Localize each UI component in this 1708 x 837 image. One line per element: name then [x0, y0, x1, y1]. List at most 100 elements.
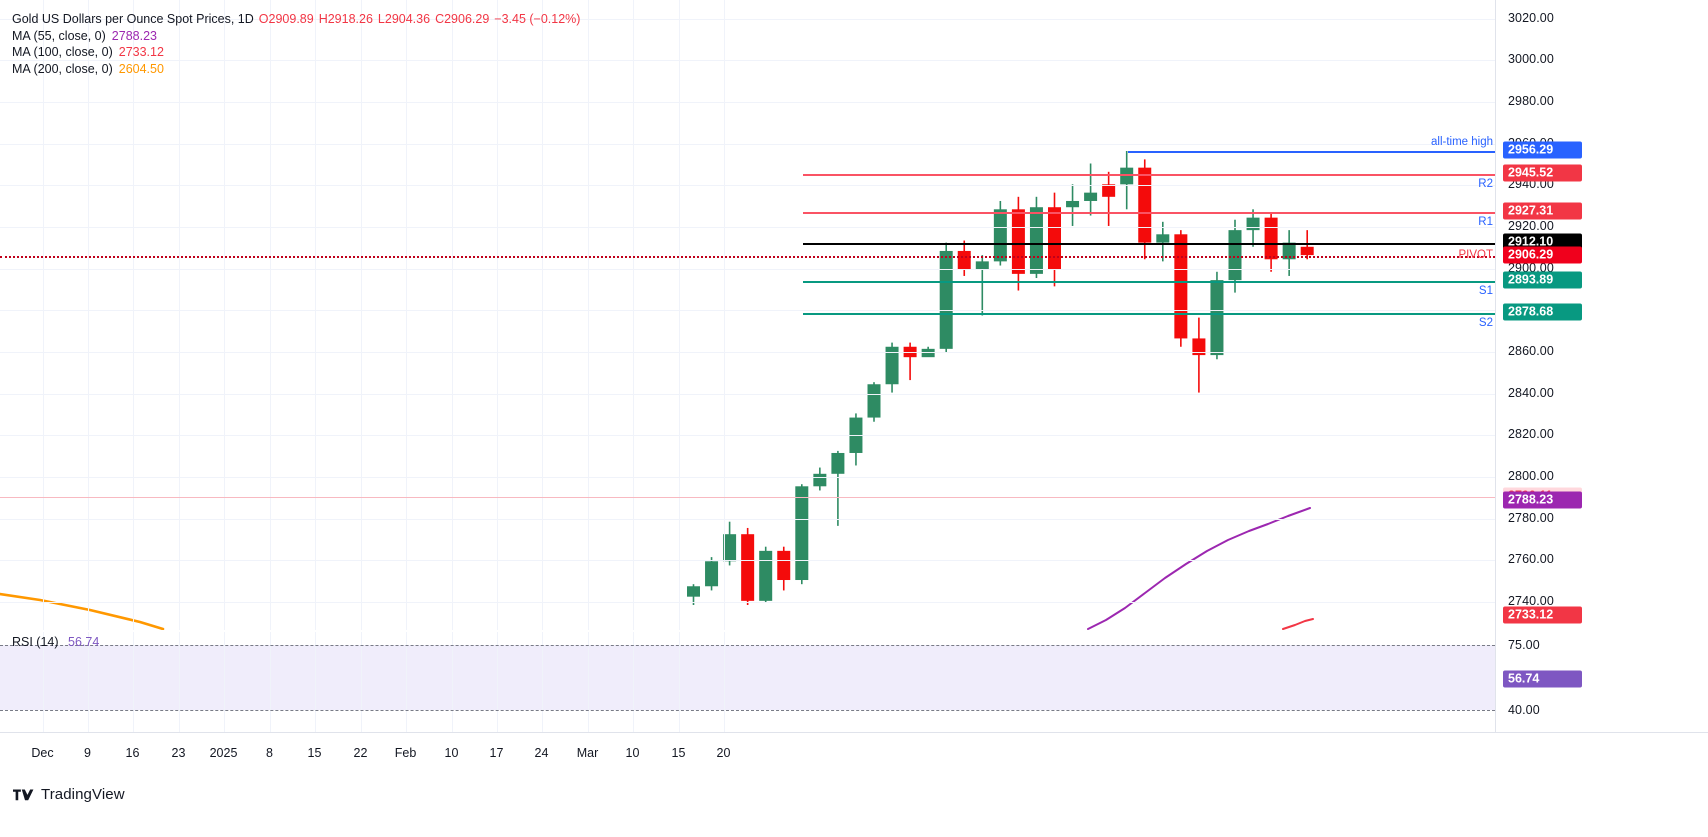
price-level-line-last-close[interactable]	[0, 255, 1495, 258]
price-axis-value-ma55-level[interactable]: 2788.23	[1503, 491, 1582, 509]
price-axis-value-S1[interactable]: 2893.89	[1503, 271, 1582, 289]
ohlc-high: H2918.26	[318, 12, 373, 26]
price-level-line-S2[interactable]	[803, 312, 1495, 315]
price-axis-value-S2[interactable]: 2878.68	[1503, 303, 1582, 321]
grid-line-vertical	[541, 0, 543, 630]
legend-symbol-row[interactable]: Gold US Dollars per Ounce Spot Prices, 1…	[12, 11, 580, 28]
ma100-value: 2733.12	[118, 45, 164, 59]
ohlc-open: O2909.89	[258, 12, 314, 26]
grid-line-horizontal	[0, 434, 1495, 436]
price-axis-value-rsi-value[interactable]: 56.74	[1503, 670, 1582, 688]
tradingview-logo[interactable]: TradingView	[13, 786, 125, 803]
grid-line-vertical	[632, 0, 634, 630]
grid-line-horizontal	[0, 184, 1495, 186]
candle-body	[1174, 234, 1188, 339]
candlestick-series	[0, 150, 1314, 630]
grid-line-vertical	[132, 0, 134, 630]
grid-line-vertical	[87, 0, 89, 630]
legend-ma100-row[interactable]: MA (100, close, 0) 2733.12	[12, 44, 580, 61]
price-level-line-ma100-level[interactable]	[0, 496, 1495, 498]
ohlc-close: C2906.29	[435, 12, 490, 26]
price-axis-value-R2[interactable]: 2945.52	[1503, 164, 1582, 182]
rsi-axis-tick: 40.00	[1508, 702, 1540, 717]
ohlc-change: −3.45 (−0.12%)	[494, 12, 581, 26]
price-level-line-R1[interactable]	[803, 211, 1495, 214]
grid-line-vertical	[678, 632, 680, 732]
ma55-value: 2788.23	[111, 28, 157, 43]
candle-body	[1300, 246, 1314, 256]
rsi-band-fill	[0, 644, 1495, 710]
grid-line-vertical	[405, 632, 407, 732]
grid-line-vertical	[723, 632, 725, 732]
grid-line-vertical	[178, 0, 180, 630]
time-axis-label: 22	[353, 746, 368, 760]
time-axis-label: 24	[534, 746, 549, 760]
time-axis-label: Mar	[576, 746, 599, 760]
price-axis[interactable]: 3020.003000.002980.002960.002940.002920.…	[1495, 0, 1708, 732]
time-axis-label: 10	[444, 746, 459, 760]
grid-line-vertical	[587, 0, 589, 630]
price-axis-tick: 3020.00	[1508, 10, 1554, 25]
price-level-line-all-time-high[interactable]	[1128, 150, 1495, 153]
candle-body	[1264, 217, 1278, 260]
price-level-label-S1: S1	[1478, 284, 1493, 297]
price-axis-value-R1[interactable]: 2927.31	[1503, 202, 1582, 220]
ma200-label: MA (200, close, 0)	[12, 61, 113, 76]
price-axis-tick: 2780.00	[1508, 510, 1554, 525]
price-level-line-S1[interactable]	[803, 280, 1495, 283]
time-axis-label: 20	[716, 746, 731, 760]
rsi-band-line	[0, 644, 1495, 646]
price-axis-tick: 3000.00	[1508, 52, 1554, 67]
grid-line-horizontal	[0, 18, 1495, 20]
price-axis-tick: 2920.00	[1508, 218, 1554, 233]
grid-line-vertical	[132, 632, 134, 732]
candle-body	[1102, 184, 1116, 197]
price-axis-value-last-close[interactable]: 2906.29	[1503, 246, 1582, 264]
tradingview-icon	[13, 788, 34, 802]
grid-line-horizontal	[0, 601, 1495, 603]
legend-ma55-row[interactable]: MA (55, close, 0) 2788.23	[12, 28, 580, 45]
grid-line-vertical	[314, 632, 316, 732]
grid-line-vertical	[178, 632, 180, 732]
rsi-band-line	[0, 709, 1495, 711]
price-axis-value-all-time-high[interactable]: 2956.29	[1503, 141, 1582, 159]
candle-body	[1066, 200, 1080, 208]
grid-line-vertical	[405, 0, 407, 630]
price-axis-tick: 2900.00	[1508, 260, 1554, 275]
grid-line-vertical	[223, 0, 225, 630]
candle-body	[957, 250, 971, 270]
symbol-title: Gold US Dollars per Ounce Spot Prices, 1…	[12, 12, 254, 26]
candle-body	[1120, 167, 1134, 185]
price-axis-value-ma100-value[interactable]: 2733.12	[1503, 606, 1582, 624]
grid-line-vertical	[632, 632, 634, 732]
price-level-label-PIVOT: PIVOT	[1458, 249, 1493, 261]
grid-line-vertical	[496, 632, 498, 732]
ma200-line	[0, 592, 165, 630]
grid-line-vertical	[223, 632, 225, 732]
rsi-pane[interactable]: RSI (14) 56.74	[0, 632, 1495, 732]
candle-body	[975, 261, 989, 270]
rsi-legend[interactable]: RSI (14) 56.74	[12, 635, 99, 649]
candle-body	[759, 550, 773, 601]
price-axis-tick: 2980.00	[1508, 94, 1554, 108]
time-axis-label: 2025	[209, 746, 238, 760]
candle-body	[687, 586, 700, 597]
candle-body	[705, 561, 719, 587]
ma55-label: MA (55, close, 0)	[12, 28, 106, 43]
candle-body	[795, 486, 809, 581]
price-level-line-PIVOT[interactable]	[803, 242, 1495, 245]
grid-line-vertical	[42, 0, 44, 630]
time-axis-label: 16	[125, 746, 140, 760]
grid-line-horizontal	[0, 268, 1495, 270]
legend-ma200-row[interactable]: MA (200, close, 0) 2604.50	[12, 61, 580, 78]
grid-line-horizontal	[0, 59, 1495, 61]
candle-body	[777, 550, 791, 581]
ma100-label: MA (100, close, 0)	[12, 45, 113, 59]
grid-line-horizontal	[0, 143, 1495, 145]
candle-body	[993, 209, 1007, 262]
time-axis[interactable]: Dec 9 16 23 2025 8 15 22 Feb 10 17 24 Mar 10 15 20	[0, 732, 1708, 775]
price-level-line-R2[interactable]	[803, 173, 1495, 176]
candle-body	[1029, 207, 1043, 274]
price-chart-pane[interactable]: all-time high R2 R1 PIVOT S1 S2 Gold US Dolla…	[0, 0, 1495, 630]
